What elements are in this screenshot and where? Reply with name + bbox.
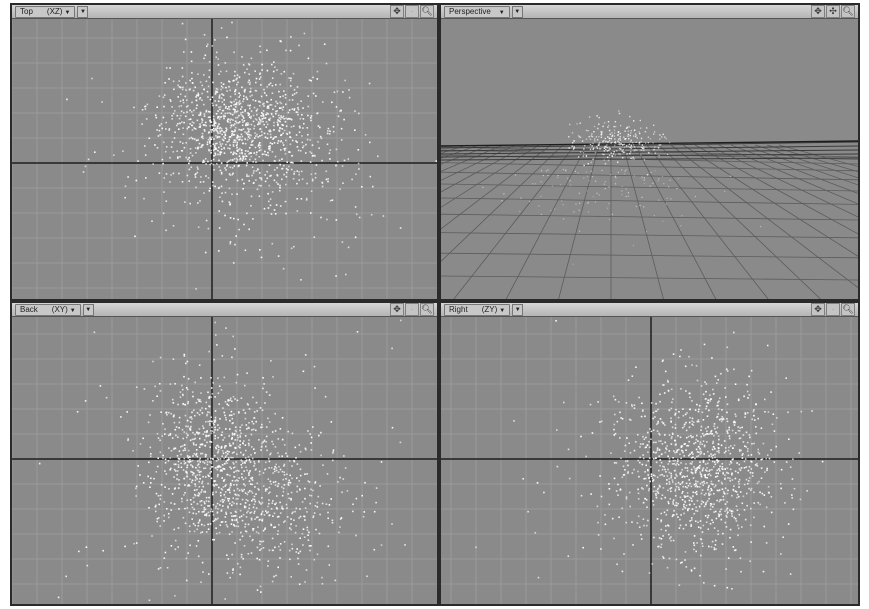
triangle-down-icon: ▼ <box>499 307 506 314</box>
zoom-icon[interactable]: 🔍︎ <box>420 303 434 316</box>
grid-floor <box>441 144 858 299</box>
viewport-right[interactable]: Right (ZY) ▼ ▼ ✥ · 🔍︎ <box>441 303 858 604</box>
render-mode-dropdown[interactable]: ▼ <box>511 5 523 18</box>
axes <box>441 317 858 604</box>
axes <box>12 317 437 604</box>
view-type-dropdown[interactable]: Perspective ▼ <box>444 5 510 18</box>
view-axes-label: (ZY) <box>481 304 498 314</box>
particle-cloud <box>66 21 437 290</box>
viewport-scene <box>12 19 437 299</box>
viewport-top[interactable]: Top (XZ) ▼ ▼ ✥ · 🔍︎ <box>12 5 437 299</box>
zoom-icon[interactable]: 🔍︎ <box>841 303 855 316</box>
move-icon[interactable]: ✥ <box>390 5 404 18</box>
viewport-header: Perspective ▼ ▼ ✥ ✣ 🔍︎ <box>441 5 858 19</box>
viewport-header: Right (ZY) ▼ ▼ ✥ · 🔍︎ <box>441 303 858 317</box>
viewport-scene <box>441 317 858 604</box>
triangle-down-icon: ▼ <box>514 306 521 313</box>
view-type-label: Perspective <box>449 6 491 16</box>
rotate-icon[interactable]: · <box>826 303 840 316</box>
rotate-icon[interactable]: · <box>405 5 419 18</box>
axes <box>12 19 437 299</box>
viewport-canvas[interactable] <box>12 317 437 604</box>
grid <box>12 19 437 299</box>
view-type-dropdown[interactable]: Back (XY) ▼ <box>15 303 81 316</box>
viewport-back[interactable]: Back (XY) ▼ ▼ ✥ · 🔍︎ <box>12 303 437 604</box>
viewport-canvas[interactable] <box>12 19 437 299</box>
grid <box>12 317 437 604</box>
view-axes-label: (XY) <box>51 304 68 314</box>
viewport-header: Top (XZ) ▼ ▼ ✥ · 🔍︎ <box>12 5 437 19</box>
triangle-down-icon: ▼ <box>498 9 505 16</box>
view-type-dropdown[interactable]: Right (ZY) ▼ <box>444 303 511 316</box>
view-type-label: Right <box>449 304 468 314</box>
move-icon[interactable]: ✥ <box>811 303 825 316</box>
rotate-icon[interactable]: · <box>405 303 419 316</box>
grid-horizon-band <box>441 140 858 161</box>
view-type-label: Back <box>20 304 38 314</box>
render-mode-dropdown[interactable]: ▼ <box>77 5 89 18</box>
zoom-icon[interactable]: 🔍︎ <box>420 5 434 18</box>
view-axes-label: (XZ) <box>46 6 63 16</box>
viewport-canvas[interactable] <box>441 19 858 299</box>
viewport-scene <box>12 317 437 604</box>
rotate-icon[interactable]: ✣ <box>826 5 840 18</box>
render-mode-dropdown[interactable]: ▼ <box>82 303 94 316</box>
zoom-icon[interactable]: 🔍︎ <box>841 5 855 18</box>
triangle-down-icon: ▼ <box>85 306 92 313</box>
move-icon[interactable]: ✥ <box>811 5 825 18</box>
view-type-dropdown[interactable]: Top (XZ) ▼ <box>15 5 76 18</box>
triangle-down-icon: ▼ <box>64 9 71 16</box>
modeler-window: Top (XZ) ▼ ▼ ✥ · 🔍︎ Perspective ▼ ▼ ✥ ✣ 🔍︎ <box>10 3 860 606</box>
viewport-header: Back (XY) ▼ ▼ ✥ · 🔍︎ <box>12 303 437 317</box>
viewport-canvas[interactable] <box>441 317 858 604</box>
viewport-scene <box>441 110 858 299</box>
viewport-perspective[interactable]: Perspective ▼ ▼ ✥ ✣ 🔍︎ <box>441 5 858 299</box>
triangle-down-icon: ▼ <box>69 307 76 314</box>
triangle-down-icon: ▼ <box>514 8 521 15</box>
triangle-down-icon: ▼ <box>79 8 86 15</box>
particle-cloud <box>482 110 762 265</box>
particle-cloud <box>475 320 824 590</box>
grid <box>441 317 858 604</box>
render-mode-dropdown[interactable]: ▼ <box>512 303 524 316</box>
view-type-label: Top <box>20 6 33 16</box>
particle-cloud <box>38 319 406 602</box>
move-icon[interactable]: ✥ <box>390 303 404 316</box>
